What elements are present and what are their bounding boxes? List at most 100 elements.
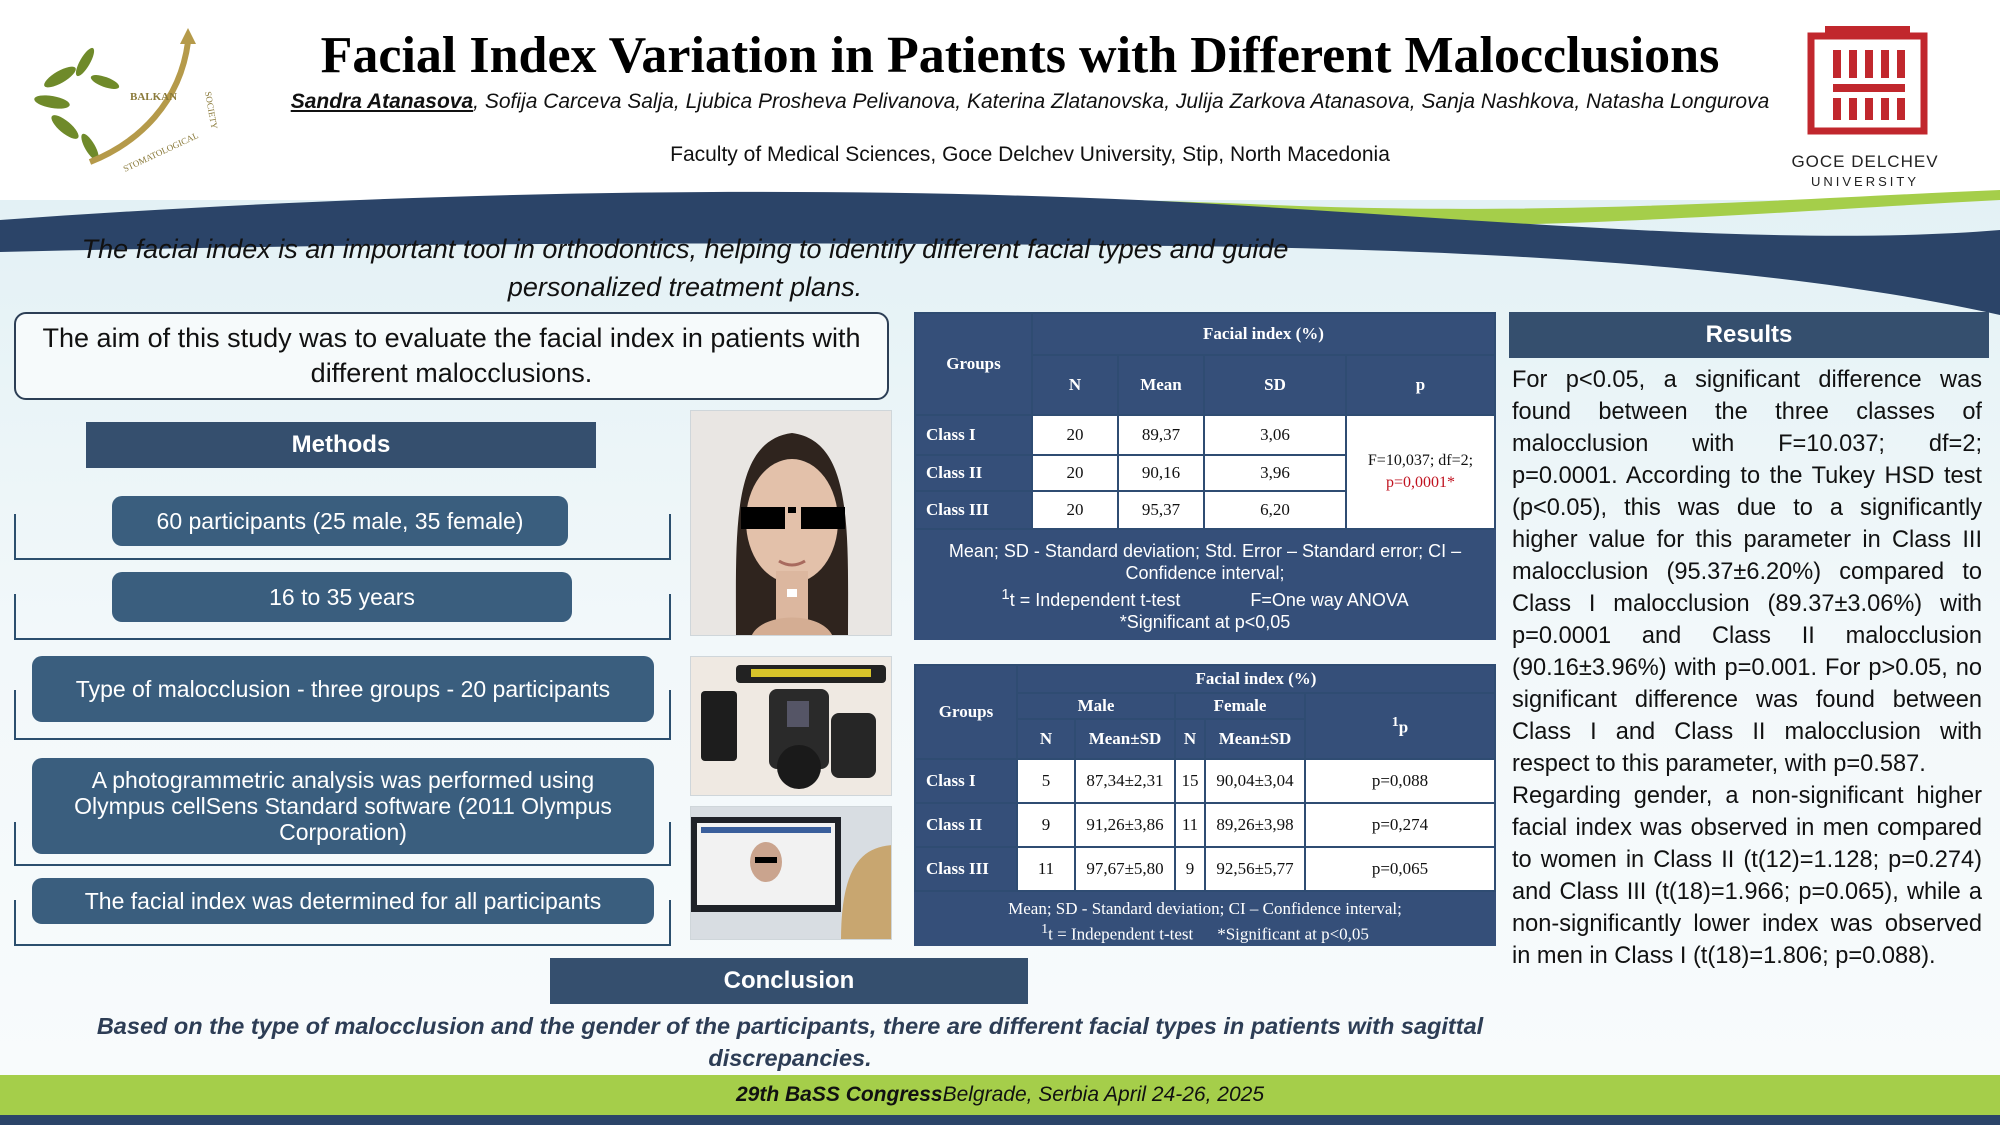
method-item-frame-3 bbox=[14, 690, 671, 740]
affiliation: Faculty of Medical Sciences, Goce Delche… bbox=[670, 143, 1390, 166]
participant-face-photo bbox=[690, 410, 892, 636]
table1-cell-n: 20 bbox=[1031, 490, 1119, 530]
table1-row-group: Class I bbox=[914, 414, 1033, 456]
table2-header-female: Female bbox=[1174, 692, 1306, 720]
method-item-5: The facial index was determined for all … bbox=[32, 878, 654, 924]
table2-header-p-sup: 1 bbox=[1391, 714, 1399, 731]
face-illustration bbox=[691, 411, 891, 635]
table2-header-male-n: N bbox=[1016, 718, 1076, 760]
table1-cell-sd: 6,20 bbox=[1203, 490, 1347, 530]
camera-equipment-photo bbox=[690, 656, 892, 796]
table1-cell-sd: 3,06 bbox=[1203, 414, 1347, 456]
table2-cell-female-n: 11 bbox=[1174, 802, 1206, 848]
results-paragraph-1: For p<0.05, a significant difference was… bbox=[1512, 367, 1982, 777]
table2-cell-male-n: 9 bbox=[1016, 802, 1076, 848]
table2-cell-p: p=0,274 bbox=[1304, 802, 1496, 848]
table2-note-ttest: t = Independent t-test bbox=[1048, 924, 1194, 944]
aim-box: The aim of this study was to evaluate th… bbox=[14, 312, 889, 400]
table1-note-3: *Significant at p<0,05 bbox=[1119, 612, 1291, 632]
footer-congress: 29th BaSS Congress bbox=[735, 1083, 943, 1106]
table-anova-classes: Groups Facial index (%) N Mean SD p Clas… bbox=[914, 312, 1496, 640]
table2-notes: Mean; SD - Standard deviation; CI – Conf… bbox=[914, 892, 1496, 946]
method-item-3: Type of malocclusion - three groups - 20… bbox=[32, 656, 654, 722]
table2-cell-male-mean: 97,67±5,80 bbox=[1074, 846, 1176, 892]
methods-heading: Methods bbox=[86, 422, 596, 468]
method-item-frame-5 bbox=[14, 900, 671, 946]
table2-header-span: Facial index (%) bbox=[1016, 664, 1496, 694]
table2-note-2: 1t = Independent t-test *Significant at p… bbox=[926, 919, 1484, 945]
footer-bottom-stripe bbox=[0, 1115, 2000, 1125]
university-name: GOCE DELCHEV UNIVERSITY bbox=[1790, 152, 1940, 192]
table1-header-sd: SD bbox=[1203, 354, 1347, 416]
table2-header-p-label: p bbox=[1398, 717, 1409, 737]
table1-note-ttest: t = Independent t-test bbox=[1009, 590, 1181, 610]
results-paragraph-2: Regarding gender, a non-significant high… bbox=[1512, 783, 1982, 969]
table1-note-1: Mean; SD - Standard deviation; Std. Erro… bbox=[948, 541, 1462, 583]
software-analysis-photo bbox=[690, 806, 892, 940]
table1-header-groups: Groups bbox=[914, 312, 1033, 416]
table2-cell-p: p=0,065 bbox=[1304, 846, 1496, 892]
table1: Groups Facial index (%) N Mean SD p Clas… bbox=[914, 312, 1496, 530]
table1-cell-n: 20 bbox=[1031, 414, 1119, 456]
table2-cell-female-mean: 89,26±3,98 bbox=[1204, 802, 1306, 848]
table2-cell-male-n: 5 bbox=[1016, 758, 1076, 804]
table1-cell-sd: 3,96 bbox=[1203, 454, 1347, 492]
table2-cell-male-n: 11 bbox=[1016, 846, 1076, 892]
table1-row-group: Class II bbox=[914, 454, 1033, 492]
method-item-4: A photogrammetric analysis was performed… bbox=[32, 758, 654, 854]
table2-cell-male-mean: 91,26±3,86 bbox=[1074, 802, 1176, 848]
first-author: Sandra Atanasova bbox=[290, 90, 474, 113]
table1-cell-mean: 89,37 bbox=[1117, 414, 1205, 456]
table-gender-comparison: Groups Facial index (%) Male Female 1p N… bbox=[914, 664, 1496, 946]
svg-text:BALKAN: BALKAN bbox=[130, 91, 177, 103]
table2-row-group: Class II bbox=[914, 802, 1018, 848]
table2-header-female-n: N bbox=[1174, 718, 1206, 760]
table1-cell-mean: 90,16 bbox=[1117, 454, 1205, 492]
table1-p-stat: F=10,037; df=2; bbox=[1367, 452, 1474, 469]
goce-delchev-university-logo bbox=[1807, 26, 1928, 135]
table2-row-group: Class I bbox=[914, 758, 1018, 804]
table2-header-male: Male bbox=[1016, 692, 1176, 720]
table1-cell-n: 20 bbox=[1031, 454, 1119, 492]
poster-title: Facial Index Variation in Patients with … bbox=[320, 27, 1720, 84]
author-list: Sandra Atanasova, Sofija Carceva Salja, … bbox=[270, 88, 1790, 115]
table2-cell-female-mean: 90,04±3,04 bbox=[1204, 758, 1306, 804]
method-item-frame-4 bbox=[14, 822, 671, 866]
footer-bar: 29th BaSS Congress Belgrade, Serbia Apri… bbox=[0, 1075, 2000, 1115]
table1-note-anova: F=One way ANOVA bbox=[1250, 590, 1409, 610]
conclusion-heading: Conclusion bbox=[550, 958, 1028, 1004]
table1-row-group: Class III bbox=[914, 490, 1033, 530]
table1-note-sup: 1 bbox=[1001, 586, 1010, 603]
method-item-2: 16 to 35 years bbox=[112, 572, 572, 622]
svg-text:SOCIETY: SOCIETY bbox=[203, 91, 220, 131]
method-item-frame-1 bbox=[14, 514, 671, 560]
table2-note-1: Mean; SD - Standard deviation; CI – Conf… bbox=[1008, 899, 1402, 918]
method-item-frame-2 bbox=[14, 594, 671, 640]
table2-cell-female-mean: 92,56±5,77 bbox=[1204, 846, 1306, 892]
table1-notes: Mean; SD - Standard deviation; Std. Erro… bbox=[914, 530, 1496, 640]
table2-note-sup: 1 bbox=[1041, 921, 1049, 937]
table1-p-cell: F=10,037; df=2; p=0,0001* bbox=[1345, 414, 1496, 530]
method-item-1: 60 participants (25 male, 35 female) bbox=[112, 496, 568, 546]
header-wave-decoration bbox=[0, 190, 2000, 315]
table1-header-span: Facial index (%) bbox=[1031, 312, 1496, 356]
camera-illustration bbox=[691, 657, 891, 795]
results-heading: Results bbox=[1509, 312, 1989, 358]
table1-cell-mean: 95,37 bbox=[1117, 490, 1205, 530]
university-name-main: GOCE DELCHEV bbox=[1791, 152, 1939, 171]
table1-p-value: p=0,0001* bbox=[1385, 474, 1456, 491]
table2-header-female-meansd: Mean±SD bbox=[1204, 718, 1306, 760]
table1-header-p: p bbox=[1345, 354, 1496, 416]
table2: Groups Facial index (%) Male Female 1p N… bbox=[914, 664, 1496, 892]
table2-header-groups: Groups bbox=[914, 664, 1018, 760]
footer-details: Belgrade, Serbia April 24-26, 2025 bbox=[942, 1083, 1264, 1106]
monitor-illustration bbox=[691, 807, 891, 939]
university-name-sub: UNIVERSITY bbox=[1810, 174, 1919, 189]
table2-header-male-meansd: Mean±SD bbox=[1074, 718, 1176, 760]
results-text: For p<0.05, a significant difference was… bbox=[1512, 364, 1982, 972]
table1-note-2: 1t = Independent t-test F=One way ANOVA bbox=[932, 584, 1478, 611]
table1-header-n: N bbox=[1031, 354, 1119, 416]
intro-statement: The facial index is an important tool in… bbox=[81, 234, 1289, 302]
table2-note-significance: *Significant at p<0,05 bbox=[1217, 924, 1369, 944]
conclusion-text: Based on the type of malocclusion and th… bbox=[96, 1013, 1484, 1071]
